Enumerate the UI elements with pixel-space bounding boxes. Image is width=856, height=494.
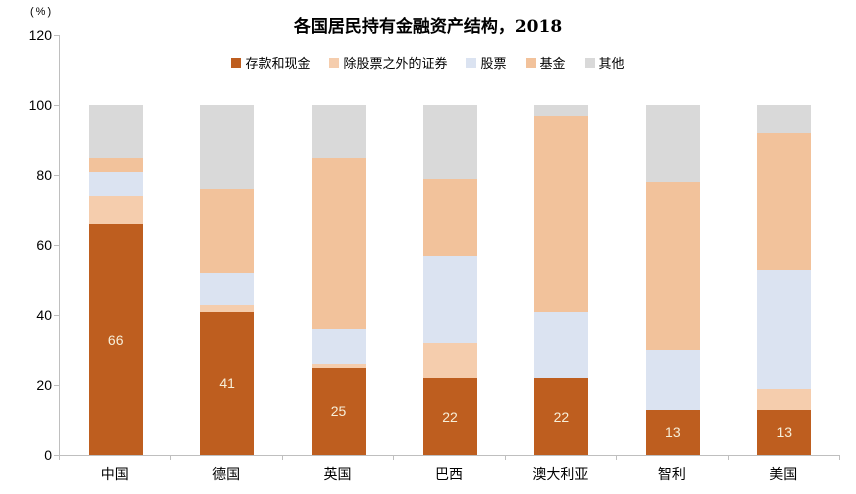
bar: 22 bbox=[423, 105, 477, 455]
bar-segment: 22 bbox=[423, 378, 477, 455]
legend-item: 股票 bbox=[466, 53, 507, 72]
bar-segment bbox=[88, 157, 143, 172]
bar-segment bbox=[645, 350, 700, 410]
legend-swatch-icon bbox=[329, 57, 340, 68]
y-axis-tick-label: 100 bbox=[28, 97, 52, 113]
x-axis-tick bbox=[393, 456, 395, 460]
bar-segment bbox=[311, 105, 366, 158]
bar-value-label: 25 bbox=[330, 403, 347, 420]
bar-value-label: 22 bbox=[553, 408, 570, 425]
bar: 66 bbox=[88, 105, 143, 455]
y-axis-tick-label: 20 bbox=[36, 377, 52, 393]
x-category-label: 中国 bbox=[100, 467, 129, 483]
bar-segment bbox=[757, 105, 812, 133]
legend-swatch-icon bbox=[584, 57, 595, 68]
bar-segment bbox=[311, 364, 366, 368]
x-axis-tick bbox=[170, 456, 172, 460]
bar-value-label: 41 bbox=[219, 375, 235, 392]
y-axis-tick bbox=[54, 455, 59, 456]
bar-segment bbox=[645, 105, 700, 182]
bar-segment bbox=[88, 105, 143, 158]
y-axis-tick bbox=[54, 175, 59, 176]
x-category-label: 美国 bbox=[769, 467, 798, 483]
x-axis-tick bbox=[839, 456, 840, 460]
bar-segment bbox=[88, 171, 143, 196]
bar: 13 bbox=[645, 105, 700, 455]
plot-area: 66 41 25 22 22 13 13 bbox=[59, 35, 840, 456]
legend-item: 其他 bbox=[584, 53, 625, 72]
y-axis-unit-label: (%) bbox=[30, 6, 54, 18]
bar-segment bbox=[311, 329, 366, 364]
y-axis-tick-label: 120 bbox=[28, 27, 52, 43]
bar: 25 bbox=[311, 105, 366, 455]
x-category-label: 巴西 bbox=[434, 467, 463, 483]
bar-segment bbox=[200, 273, 255, 305]
bar-segment bbox=[200, 304, 255, 312]
bar-segment bbox=[757, 269, 812, 389]
x-axis-tick bbox=[727, 456, 729, 460]
y-axis-tick-label: 80 bbox=[36, 167, 52, 183]
x-axis-tick bbox=[59, 456, 60, 460]
bar-segment bbox=[311, 157, 366, 329]
bar: 22 bbox=[534, 105, 589, 455]
bar-segment: 13 bbox=[757, 409, 812, 455]
y-axis-tick bbox=[54, 385, 59, 386]
x-category-label: 德国 bbox=[212, 467, 241, 483]
y-axis-tick-label: 60 bbox=[36, 237, 52, 253]
bar-segment bbox=[757, 388, 812, 410]
x-category-label: 智利 bbox=[657, 467, 686, 483]
legend-label: 股票 bbox=[480, 57, 507, 72]
bar-segment bbox=[534, 115, 589, 312]
y-axis-tick bbox=[54, 245, 59, 246]
y-axis-tick bbox=[54, 315, 59, 316]
x-category-label: 澳大利亚 bbox=[532, 467, 589, 483]
bar-segment bbox=[645, 182, 700, 350]
y-axis-tick-label: 0 bbox=[44, 447, 52, 463]
bar-segment bbox=[200, 189, 255, 273]
x-axis-tick bbox=[281, 456, 283, 460]
legend-swatch-icon bbox=[231, 57, 242, 68]
bar-segment bbox=[200, 105, 255, 189]
bar-segment bbox=[423, 105, 477, 179]
legend-label: 存款和现金 bbox=[245, 57, 311, 72]
bar-segment bbox=[534, 311, 589, 378]
legend-item: 除股票之外的证券 bbox=[329, 53, 447, 72]
bar-segment: 41 bbox=[200, 311, 255, 455]
chart-title: 各国居民持有金融资产结构，2018 bbox=[293, 17, 563, 37]
legend-label: 基金 bbox=[539, 57, 566, 72]
x-axis-tick bbox=[504, 456, 506, 460]
bar-value-label: 22 bbox=[442, 408, 458, 425]
x-axis-tick bbox=[616, 456, 618, 460]
bar-segment: 13 bbox=[645, 409, 700, 455]
bar-segment bbox=[423, 178, 477, 256]
bar-segment bbox=[534, 105, 589, 116]
bar-value-label: 13 bbox=[665, 424, 681, 441]
y-axis-tick-label: 40 bbox=[36, 307, 52, 323]
bar-segment bbox=[423, 255, 477, 343]
bar-value-label: 66 bbox=[107, 331, 124, 348]
legend-label: 除股票之外的证券 bbox=[343, 57, 448, 72]
bar: 41 bbox=[200, 105, 255, 455]
legend-swatch-icon bbox=[525, 57, 536, 68]
x-category-label: 英国 bbox=[323, 467, 352, 483]
y-axis-tick bbox=[54, 35, 59, 36]
bar-segment bbox=[423, 343, 477, 378]
y-axis-tick bbox=[54, 105, 59, 106]
legend-swatch-icon bbox=[466, 57, 477, 68]
legend-item: 基金 bbox=[525, 53, 566, 72]
bar-segment: 22 bbox=[534, 378, 589, 455]
legend-label: 其他 bbox=[598, 57, 625, 72]
bar: 13 bbox=[757, 105, 812, 455]
bar-segment: 25 bbox=[311, 367, 366, 455]
legend: 存款和现金 除股票之外的证券 股票 基金 其他 bbox=[0, 53, 856, 72]
legend-item: 存款和现金 bbox=[231, 53, 310, 72]
bar-segment bbox=[88, 196, 143, 224]
bar-segment bbox=[757, 133, 812, 270]
bar-segment: 66 bbox=[88, 224, 143, 455]
bar-value-label: 13 bbox=[776, 424, 793, 441]
